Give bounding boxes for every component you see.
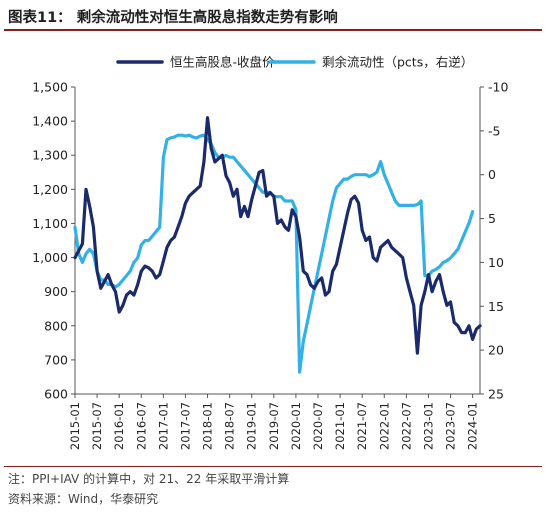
x-axis-tick-label: 2015-01: [68, 402, 82, 450]
footer-rule: [4, 466, 542, 467]
chart-title: 图表11： 剩余流动性对恒生高股息指数走势有影响: [8, 10, 338, 26]
right-axis-tick-label: 15: [488, 299, 504, 314]
left-axis-tick-label: 1,300: [32, 148, 68, 163]
left-axis-tick-label: 900: [44, 284, 68, 299]
left-axis-tick-label: 1,100: [32, 216, 68, 231]
x-axis-tick-label: 2021-07: [355, 402, 369, 450]
left-axis-tick-label: 800: [44, 318, 68, 333]
x-axis-tick-label: 2020-01: [289, 402, 303, 450]
right-axis-tick-label: 0: [488, 167, 496, 182]
x-axis-tick-label: 2021-01: [333, 402, 347, 450]
left-axis-tick-label: 1,400: [32, 114, 68, 129]
legend-label: 恒生高股息-收盘价: [170, 55, 275, 70]
x-axis-tick-label: 2023-01: [421, 402, 435, 450]
x-axis-tick-label: 2016-01: [112, 402, 126, 450]
x-axis-tick-label: 2016-07: [134, 402, 148, 450]
right-axis-tick-label: 20: [488, 343, 504, 358]
series-line-hsi-dividend: [73, 116, 482, 355]
right-axis-tick-label: 10: [488, 255, 504, 270]
chart-note: 注：PPI+IAV 的计算中，对 21、22 年采取平滑计算: [8, 472, 290, 486]
x-axis-tick-label: 2022-07: [399, 402, 413, 450]
right-axis-tick-label: 25: [488, 387, 504, 402]
left-axis-tick-label: 700: [44, 352, 68, 367]
x-axis-tick-label: 2023-07: [444, 402, 458, 450]
right-axis-tick-label: -10: [488, 80, 508, 95]
x-axis-tick-label: 2018-07: [223, 402, 237, 450]
x-axis-tick-label: 2024-01: [466, 402, 480, 450]
x-axis-tick-label: 2019-07: [267, 402, 281, 450]
legend-label: 剩余流动性（pcts，右逆）: [322, 55, 473, 70]
x-axis-tick-label: 2017-07: [178, 402, 192, 450]
chart-source: 资料来源：Wind，华泰研究: [8, 492, 159, 506]
x-axis-tick-label: 2017-01: [156, 402, 170, 450]
left-axis-tick-label: 1,200: [32, 182, 68, 197]
x-axis-tick-label: 2015-07: [90, 402, 104, 450]
title-rule: [4, 29, 542, 31]
right-axis-tick-label: 5: [488, 211, 496, 226]
x-axis-tick-label: 2022-01: [377, 402, 391, 450]
chart-canvas: 600 700 800 900 1,000 1,100 1,200 1,300 1,400 1,5…: [32, 55, 508, 451]
x-axis-tick-label: 2020-07: [311, 402, 325, 450]
left-axis-tick-label: 600: [44, 387, 68, 402]
right-axis-tick-label: -5: [488, 123, 500, 138]
left-axis-tick-label: 1,000: [32, 250, 68, 265]
x-axis-tick-label: 2018-01: [201, 402, 215, 450]
left-axis-tick-label: 1,500: [32, 80, 68, 95]
x-axis-tick-label: 2019-01: [245, 402, 259, 450]
series-line-excess-liquidity: [73, 133, 475, 374]
